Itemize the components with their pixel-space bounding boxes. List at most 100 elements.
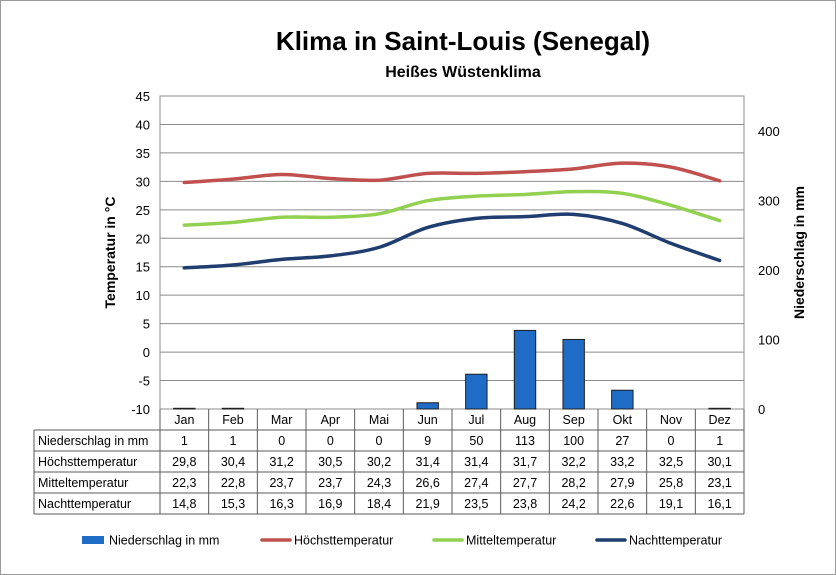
table-cell: 0 <box>376 434 383 448</box>
chart-subtitle: Heißes Wüstenklima <box>385 64 541 81</box>
table-cell: 30,5 <box>318 455 342 469</box>
x-tick-label: Jan <box>174 413 194 427</box>
y-tick-left: -10 <box>131 402 150 417</box>
table-row-label: Niederschlag in mm <box>38 434 148 448</box>
legend-swatch-bar <box>82 536 104 544</box>
table-cell: 16,9 <box>318 497 342 511</box>
line-h-chsttemperatur <box>182 161 722 185</box>
table-cell: 30,1 <box>707 455 731 469</box>
table-cell: 0 <box>668 434 675 448</box>
precip-bar <box>513 329 537 410</box>
x-tick-label: Mai <box>369 413 389 427</box>
precip-bar <box>708 407 731 410</box>
table-cell: 27,4 <box>464 476 488 490</box>
table-cell: 32,5 <box>659 455 683 469</box>
table-cell: 28,2 <box>561 476 585 490</box>
line-nachttemperatur <box>182 212 722 270</box>
table-cell: 18,4 <box>367 497 391 511</box>
table-cell: 30,4 <box>221 455 245 469</box>
table-cell: 15,3 <box>221 497 245 511</box>
y-tick-left: 40 <box>136 117 150 132</box>
table-cell: 22,8 <box>221 476 245 490</box>
table-cell: 1 <box>716 434 723 448</box>
table-cell: 1 <box>230 434 237 448</box>
x-tick-label: Jul <box>468 413 484 427</box>
y-tick-right: 200 <box>758 263 780 278</box>
table-cell: 23,7 <box>318 476 342 490</box>
table-cell: 16,3 <box>269 497 293 511</box>
table-cell: 113 <box>515 434 535 448</box>
table-cell: 24,2 <box>561 497 585 511</box>
y-tick-right: 400 <box>758 124 780 139</box>
table-cell: 31,2 <box>269 455 293 469</box>
table-cell: 25,8 <box>659 476 683 490</box>
precip-bar <box>416 402 439 410</box>
table-row-label: Nachttemperatur <box>38 497 131 511</box>
x-tick-label: Nov <box>660 413 683 427</box>
x-tick-label: Jun <box>418 413 438 427</box>
table-cell: 23,8 <box>513 497 537 511</box>
y-axis-title-left: Temperatur in °C <box>102 197 118 309</box>
table-cell: 100 <box>563 434 584 448</box>
y-tick-right: 0 <box>758 402 765 417</box>
legend-item: Niederschlag in mm <box>109 534 219 548</box>
legend-item: Mitteltemperatur <box>466 534 556 548</box>
x-tick-label: Mar <box>271 413 293 427</box>
table-cell: 23,7 <box>269 476 293 490</box>
table-cell: 16,1 <box>707 497 731 511</box>
table-cell: 29,8 <box>172 455 196 469</box>
x-tick-label: Aug <box>514 413 536 427</box>
precip-bar <box>173 407 196 410</box>
table-cell: 50 <box>469 434 483 448</box>
y-tick-left: 30 <box>136 174 150 189</box>
table-cell: 21,9 <box>415 497 439 511</box>
table-cell: 31,4 <box>464 455 488 469</box>
table-cell: 22,6 <box>610 497 634 511</box>
table-cell: 1 <box>181 434 188 448</box>
y-tick-left: 0 <box>143 345 150 360</box>
x-tick-label: Apr <box>321 413 340 427</box>
y-tick-left: 15 <box>136 260 150 275</box>
y-tick-left: 45 <box>136 89 150 104</box>
y-tick-left: -5 <box>138 374 150 389</box>
precip-bar <box>221 407 245 410</box>
plot-area <box>159 95 745 410</box>
table-cell: 23,1 <box>707 476 731 490</box>
table-cell: 22,3 <box>172 476 196 490</box>
table-cell: 30,2 <box>367 455 391 469</box>
table-cell: 14,8 <box>172 497 196 511</box>
precip-bar <box>562 338 585 410</box>
y-tick-right: 100 <box>758 332 780 347</box>
y-tick-left: 20 <box>136 231 150 246</box>
table-cell: 19,1 <box>659 497 683 511</box>
table-cell: 33,2 <box>610 455 634 469</box>
table-cell: 26,6 <box>415 476 439 490</box>
table-cell: 31,7 <box>513 455 537 469</box>
table-cell: 27,9 <box>610 476 634 490</box>
table-cell: 0 <box>278 434 285 448</box>
y-axis-title-right: Niederschlag in mm <box>791 186 807 319</box>
table-cell: 23,5 <box>464 497 488 511</box>
y-tick-left: 25 <box>136 203 150 218</box>
table-cell: 32,2 <box>561 455 585 469</box>
x-tick-label: Feb <box>222 413 244 427</box>
table-row-label: Mitteltemperatur <box>38 476 128 490</box>
table-cell: 31,4 <box>415 455 439 469</box>
y-tick-left: 35 <box>136 146 150 161</box>
precip-bar <box>611 389 634 410</box>
x-tick-label: Okt <box>613 413 633 427</box>
table-cell: 27 <box>615 434 629 448</box>
legend-item: Nachttemperatur <box>629 534 722 548</box>
table-cell: 0 <box>327 434 334 448</box>
x-tick-label: Sep <box>563 413 585 427</box>
table-cell: 24,3 <box>367 476 391 490</box>
precip-bar <box>465 373 488 410</box>
x-tick-label: Dez <box>709 413 731 427</box>
table-cell: 27,7 <box>513 476 537 490</box>
y-tick-left: 5 <box>143 317 150 332</box>
legend-item: Höchsttemperatur <box>294 534 393 548</box>
y-tick-right: 300 <box>758 193 780 208</box>
y-tick-left: 10 <box>136 288 150 303</box>
table-row-label: Höchsttemperatur <box>38 455 137 469</box>
